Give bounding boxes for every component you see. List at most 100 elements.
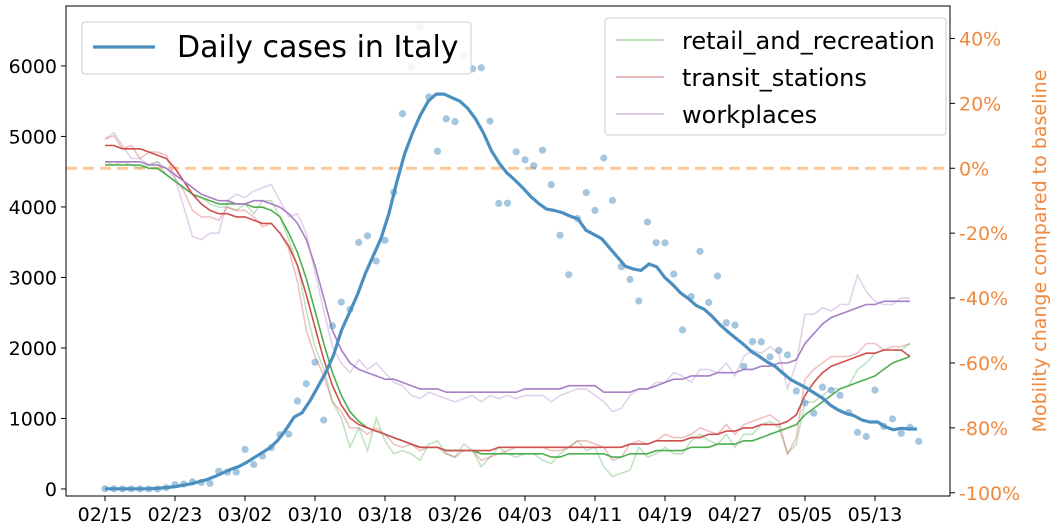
daily-case-point bbox=[591, 206, 599, 214]
workplaces-avg-line bbox=[105, 161, 910, 393]
legend-mobility: retail_and_recreation transit_stationswor… bbox=[604, 17, 947, 136]
daily-case-point bbox=[661, 239, 669, 247]
daily-case-point bbox=[206, 479, 214, 488]
daily-case-point bbox=[372, 257, 380, 265]
left-axis-tick-label: 1000 bbox=[9, 408, 57, 430]
right-axis-tick-label: -20% bbox=[959, 223, 1008, 245]
daily-case-point bbox=[363, 232, 372, 240]
mobility-avg-layer bbox=[105, 144, 911, 458]
daily-case-point bbox=[862, 432, 870, 441]
x-axis-tick-label: 02/23 bbox=[148, 504, 203, 526]
left-axis-tick-label: 6000 bbox=[9, 56, 57, 78]
right-axis-tick-label: 20% bbox=[959, 93, 1001, 115]
right-axis-label: Mobility change compared to baseline bbox=[1029, 70, 1051, 433]
daily-case-point bbox=[731, 321, 739, 329]
right-axis: -100% -80% -60% -40% -20% 0% 20% 40% bbox=[950, 28, 1020, 505]
daily-case-point bbox=[652, 239, 660, 247]
daily-case-point bbox=[810, 409, 818, 417]
daily-case-point bbox=[486, 117, 494, 125]
daily-case-point bbox=[381, 236, 389, 244]
plot-frame bbox=[65, 5, 951, 497]
x-axis-tick-label: 04/27 bbox=[708, 504, 763, 526]
daily-case-point bbox=[521, 156, 529, 164]
daily-case-point bbox=[337, 298, 345, 306]
daily-case-point bbox=[897, 429, 905, 437]
daily-case-point bbox=[757, 338, 765, 346]
daily-case-point bbox=[740, 362, 748, 370]
daily-case-point bbox=[293, 397, 302, 405]
daily-case-point bbox=[696, 247, 704, 255]
daily-case-point bbox=[442, 115, 450, 123]
daily-case-point bbox=[241, 445, 249, 453]
daily-case-point bbox=[477, 64, 485, 72]
left-axis-tick-label: 5000 bbox=[9, 126, 57, 148]
daily-case-point bbox=[775, 346, 783, 355]
daily-case-point bbox=[503, 199, 512, 207]
left-axis-tick-label: 0 bbox=[45, 479, 57, 501]
x-axis-tick-label: 04/03 bbox=[498, 504, 553, 526]
daily-case-point bbox=[678, 326, 687, 334]
daily-case-point bbox=[328, 322, 337, 330]
daily-case-point bbox=[530, 162, 538, 170]
x-axis-tick-label: 04/19 bbox=[638, 504, 693, 526]
transit-stations-avg-line bbox=[105, 144, 911, 452]
daily-case-point bbox=[285, 430, 293, 438]
legend-retail-and-recreation-label: retail_and_recreation bbox=[682, 27, 935, 55]
daily-case-point bbox=[635, 297, 643, 305]
daily-case-point bbox=[853, 428, 862, 437]
daily-case-point bbox=[355, 238, 363, 246]
daily-case-point bbox=[722, 319, 730, 327]
right-axis-tick-label: -60% bbox=[959, 353, 1008, 375]
left-axis-tick-label: 3000 bbox=[9, 267, 57, 289]
daily-case-point bbox=[302, 380, 310, 388]
transit-stations-raw-line bbox=[104, 134, 911, 462]
daily-case-point bbox=[565, 271, 573, 279]
daily-case-point bbox=[232, 468, 240, 476]
legend-workplaces-label: workplaces bbox=[682, 101, 817, 129]
daily-case-point bbox=[888, 415, 897, 423]
daily-case-point bbox=[626, 275, 634, 284]
cases-line-layer bbox=[105, 92, 917, 491]
x-axis-tick-label: 03/18 bbox=[358, 504, 413, 526]
daily-case-point bbox=[705, 298, 713, 306]
right-axis-tick-label: 0% bbox=[959, 158, 989, 180]
daily-case-point bbox=[827, 386, 835, 394]
legend-box bbox=[81, 21, 472, 75]
daily-case-point bbox=[836, 391, 844, 399]
legend-transit-stations-label: transit_stations bbox=[682, 64, 867, 92]
left-axis-tick-label: 4000 bbox=[9, 197, 57, 219]
x-axis-tick-label: 03/10 bbox=[288, 504, 343, 526]
daily-case-point bbox=[766, 353, 774, 361]
x-axis-tick-label: 05/05 bbox=[778, 504, 833, 526]
cases-scatter-layer bbox=[101, 23, 923, 493]
daily-case-point bbox=[792, 387, 800, 395]
daily-case-point bbox=[451, 118, 459, 126]
x-axis-tick-label: 04/11 bbox=[568, 504, 623, 526]
x-axis-tick-label: 03/26 bbox=[428, 504, 483, 526]
daily-case-point bbox=[538, 146, 547, 154]
daily-case-point bbox=[311, 358, 319, 366]
daily-case-point bbox=[495, 199, 503, 208]
x-axis-tick-label: 05/13 bbox=[848, 504, 903, 526]
x-axis-tick-label: 02/15 bbox=[78, 504, 133, 526]
right-axis-tick-label: 40% bbox=[959, 28, 1001, 50]
daily-case-point bbox=[670, 270, 678, 278]
right-axis-tick-label: -100% bbox=[959, 483, 1020, 505]
legend-box bbox=[604, 17, 947, 136]
legend-cases: Daily cases in Italy bbox=[81, 21, 472, 75]
daily-case-point bbox=[801, 399, 809, 407]
left-axis-tick-label: 2000 bbox=[9, 338, 57, 360]
left-axis: 0 1000 2000 3000 4000 5000 6000 bbox=[9, 56, 66, 501]
daily-case-point bbox=[433, 147, 442, 155]
daily-case-point bbox=[556, 231, 564, 239]
daily-case-point bbox=[582, 188, 590, 197]
legend-cases-label: Daily cases in Italy bbox=[177, 30, 459, 65]
daily-case-point bbox=[871, 386, 879, 394]
daily-case-point bbox=[547, 181, 555, 189]
daily-case-point bbox=[512, 148, 520, 156]
daily-cases-avg-line bbox=[105, 92, 917, 491]
daily-case-point bbox=[320, 416, 328, 424]
daily-case-point bbox=[600, 154, 608, 162]
daily-case-point bbox=[250, 460, 258, 469]
